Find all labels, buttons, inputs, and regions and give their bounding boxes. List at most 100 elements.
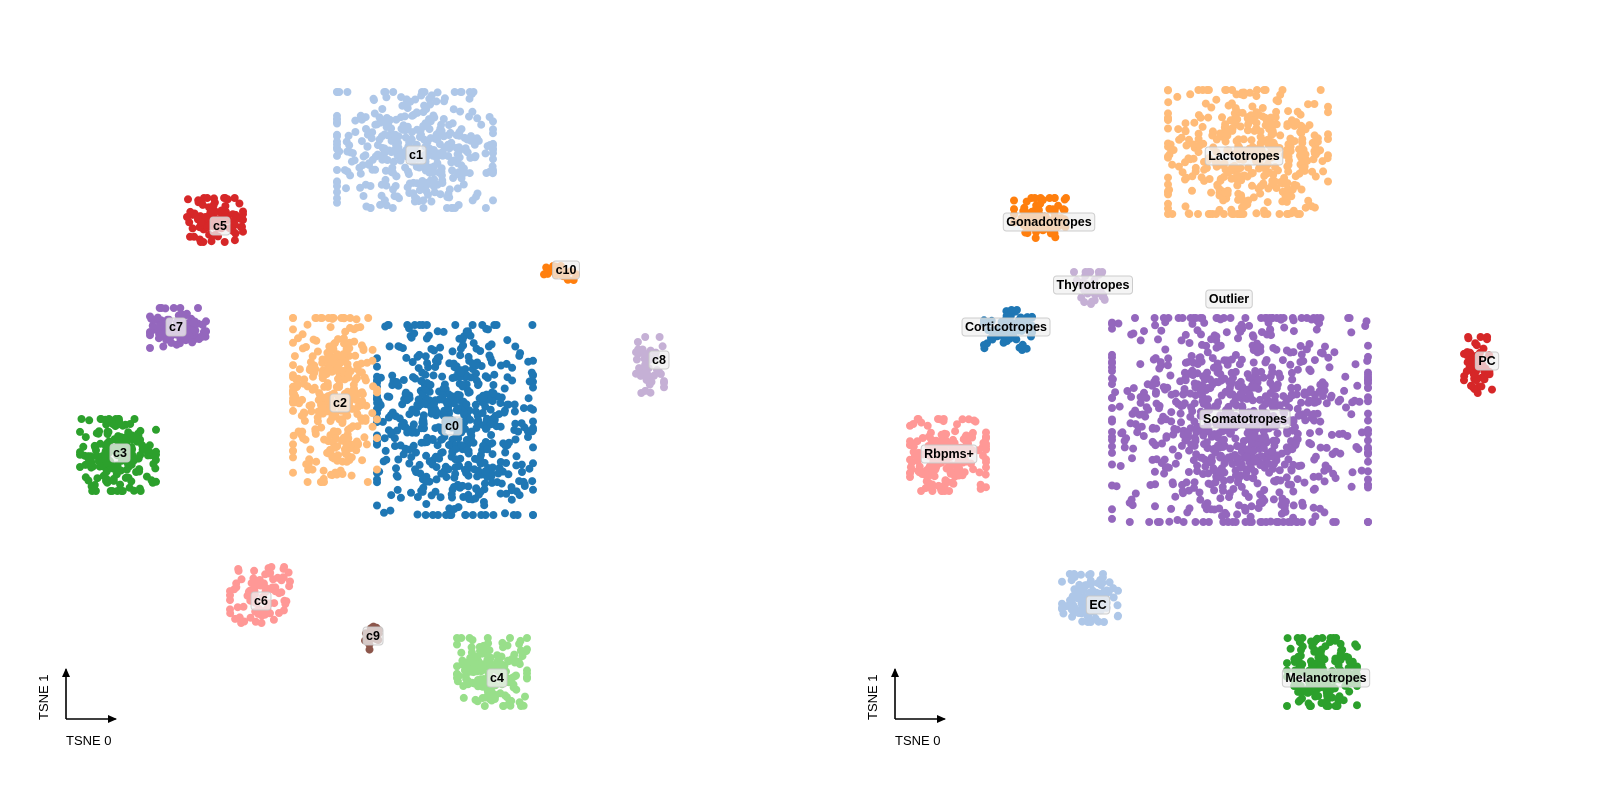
point-somatotropes [1316,504,1324,513]
point-lactotropes [1247,169,1256,178]
point-somatotropes [1311,452,1320,461]
point-c4 [453,670,461,679]
point-somatotropes [1357,428,1366,437]
point-c2 [334,335,342,344]
point-c1 [377,180,386,189]
point-somatotropes [1163,361,1172,370]
point-c1 [440,97,449,106]
point-c1 [453,184,462,193]
point-c0 [471,407,480,416]
point-c0 [529,383,537,392]
point-c0 [405,459,414,468]
point-somatotropes [1347,328,1356,337]
point-c7 [194,304,202,312]
point-somatotropes [1210,486,1219,495]
point-c2 [338,419,347,427]
point-somatotropes [1293,383,1302,392]
point-melanotropes [1348,657,1357,666]
point-c2 [347,471,356,480]
point-somatotropes [1275,466,1284,475]
point-c1 [389,185,397,194]
point-somatotropes [1163,463,1172,472]
point-somatotropes [1222,328,1231,337]
point-melanotropes [1345,687,1354,696]
cluster-label-box-c1 [405,145,427,165]
point-c1 [477,120,486,129]
point-c3 [101,447,110,456]
point-somatotropes [1234,324,1243,333]
point-c0 [428,511,437,519]
point-melanotropes [1322,696,1331,705]
point-lactotropes [1164,173,1172,182]
point-c4 [484,639,493,648]
point-pc [1464,334,1473,343]
point-somatotropes [1171,459,1180,468]
point-lactotropes [1262,169,1271,178]
point-somatotropes [1144,405,1153,414]
point-lactotropes [1234,189,1243,198]
point-c2 [298,395,307,404]
point-c5 [230,194,239,202]
point-somatotropes [1196,314,1205,322]
point-c1 [465,88,474,96]
point-somatotropes [1353,381,1362,390]
point-c1 [435,168,443,177]
cluster-label-c2: c2 [329,393,351,413]
point-lactotropes [1204,113,1213,122]
point-c2 [328,453,337,462]
point-lactotropes [1324,151,1332,160]
cluster-label-box-c10 [552,260,580,280]
cluster-label-thyrotropes: Thyrotropes [1053,275,1134,295]
point-c5 [199,238,208,246]
point-c2 [352,323,361,332]
point-lactotropes [1324,102,1332,111]
point-somatotropes [1231,367,1240,376]
point-gonadotropes [1010,205,1018,214]
point-somatotropes [1331,474,1340,483]
point-somatotropes [1343,432,1352,440]
point-somatotropes [1167,390,1176,399]
point-c3 [103,439,112,448]
point-c0 [517,419,526,428]
point-c1 [371,152,380,161]
point-somatotropes [1210,331,1219,340]
point-lactotropes [1221,137,1230,146]
point-c0 [500,384,509,393]
point-c0 [465,495,473,504]
point-somatotropes [1215,443,1224,452]
point-rbpms [914,467,923,475]
point-somatotropes [1307,397,1316,406]
point-c1 [357,137,366,146]
point-c0 [489,511,498,519]
point-somatotropes [1302,345,1311,354]
point-c10 [542,263,551,272]
point-c2 [354,439,362,448]
point-somatotropes [1310,356,1319,365]
point-melanotropes [1326,634,1335,642]
point-lactotropes [1164,116,1172,125]
point-somatotropes [1298,518,1306,526]
point-thyrotropes [1080,298,1089,307]
point-lactotropes [1310,203,1319,212]
point-somatotropes [1262,518,1271,526]
point-c6 [269,615,278,624]
point-c0 [373,478,381,487]
point-somatotropes [1303,408,1311,417]
point-c1 [432,97,441,106]
point-lactotropes [1248,102,1257,111]
point-c0 [491,411,500,420]
point-somatotropes [1181,330,1190,339]
point-c1 [445,121,453,129]
point-c1 [343,88,352,96]
point-somatotropes [1237,482,1246,491]
point-lactotropes [1236,122,1245,131]
point-somatotropes [1308,518,1317,526]
point-c0 [428,407,437,416]
point-c3 [129,456,138,465]
point-c0 [480,458,489,467]
point-c4 [453,640,461,649]
point-somatotropes [1345,314,1354,322]
point-c0 [511,419,520,428]
point-c1 [351,128,360,136]
point-somatotropes [1245,390,1254,399]
